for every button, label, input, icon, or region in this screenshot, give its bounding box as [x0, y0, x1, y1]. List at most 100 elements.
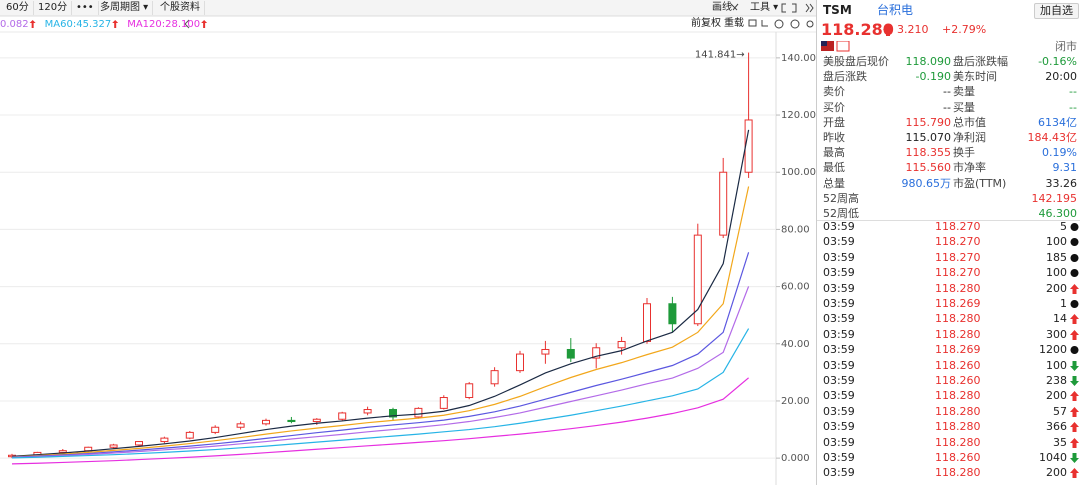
candle-body [109, 444, 118, 448]
zoom-in-icon[interactable] [774, 19, 784, 29]
toolbar-button[interactable]: 120分 [34, 1, 73, 15]
trade-time: 03:59 [823, 420, 855, 434]
draw-icon[interactable] [730, 3, 739, 11]
quote-label: 52周高 [823, 191, 859, 205]
quote-value: -0.190 [915, 70, 951, 84]
candle-body [262, 419, 270, 425]
collapse-icon[interactable] [184, 19, 190, 29]
trade-time: 03:59 [823, 281, 855, 295]
trade-time: 03:59 [823, 389, 855, 403]
candle-body [363, 409, 372, 414]
more-icon[interactable] [805, 3, 814, 13]
candle-body [287, 419, 296, 423]
trade-time: 03:59 [823, 266, 855, 280]
trade-direction [1070, 422, 1079, 433]
trade-time: 03:59 [823, 435, 855, 449]
trade-direction [1070, 437, 1079, 448]
trade-volume: 35 [1053, 435, 1067, 449]
trade-direction [1070, 223, 1079, 231]
quote-label: 美东时间 [953, 70, 997, 84]
toolbar-button[interactable]: 个股资料 [156, 1, 205, 15]
zoom-out-icon[interactable] [790, 19, 800, 29]
trade-direction [1070, 269, 1079, 278]
quote-label: 换手 [953, 146, 975, 160]
candle-body [465, 383, 474, 399]
quote-value: 118.090 [905, 55, 952, 68]
quote-label: 总量 [823, 176, 845, 190]
quote-value: -- [943, 85, 951, 99]
trade-time: 03:59 [823, 250, 855, 264]
legend-arrow [29, 20, 36, 28]
quote-value: 115.070 [905, 131, 952, 144]
trade-price: 118.260 [935, 374, 981, 387]
trade-price: 118.270 [935, 235, 981, 249]
trade-price: 118.280 [935, 281, 981, 295]
quote-value: 118.355 [905, 146, 952, 160]
quote-value: 20:00 [1045, 70, 1077, 84]
max-annotation: 141.841→ [695, 50, 745, 61]
y-tick-label: 120.00 [781, 110, 816, 121]
undo-icon[interactable] [761, 20, 768, 27]
quote-label: 美股盘后现价 [823, 55, 889, 68]
quote-label: 盘后涨跌幅 [953, 55, 1008, 68]
trade-time: 03:59 [823, 297, 855, 310]
quote-value: 115.790 [905, 115, 952, 129]
quote-value: 980.65万 [901, 176, 952, 190]
trade-time: 03:59 [823, 235, 855, 249]
quote-label: 昨收 [823, 131, 845, 144]
toolbar-button[interactable]: ••• [72, 1, 99, 15]
trade-price: 118.260 [935, 451, 981, 464]
lock-icon[interactable] [748, 19, 757, 27]
trade-volume: 1200 [1039, 343, 1067, 357]
toolbar-button[interactable]: 前复权 [691, 18, 721, 29]
toolbar-icons[interactable] [730, 3, 814, 29]
ma-line [11, 328, 750, 459]
quote-label: 买量 [953, 100, 975, 114]
trade-volume: 100 [1046, 266, 1067, 280]
trade-time: 03:59 [823, 343, 855, 357]
trade-direction [1070, 329, 1079, 340]
quote-label: 最高 [823, 146, 845, 160]
settings-icon[interactable] [806, 20, 814, 28]
quote-value: -0.16% [1038, 55, 1077, 68]
legend-label: MA120:28.100 [127, 19, 200, 30]
toolbar-button[interactable]: 60分 [2, 1, 34, 15]
trade-price: 118.280 [935, 420, 981, 434]
trade-time: 03:59 [823, 451, 855, 464]
last-price: 118.280 [821, 20, 894, 39]
quote-label: 卖量 [953, 85, 975, 99]
toolbar-button[interactable]: 画线 [712, 2, 732, 13]
trade-volume: 185 [1046, 250, 1067, 264]
candle-body [643, 303, 651, 342]
candle-body [566, 348, 575, 359]
toolbar-button[interactable]: 重载 [724, 18, 744, 29]
candle-body [338, 412, 347, 420]
trade-price: 118.280 [935, 435, 981, 449]
trade-price: 118.280 [935, 312, 981, 326]
toolbar-button[interactable]: 多周期图 ▾ [96, 1, 154, 15]
quote-label: 最低 [823, 161, 845, 175]
candle-body [516, 353, 524, 372]
trade-direction [1070, 406, 1079, 417]
legend-arrow [201, 20, 208, 28]
trade-price: 118.269 [935, 297, 981, 310]
trade-price: 118.270 [935, 250, 981, 264]
quote-value: 115.560 [905, 161, 952, 175]
fullscreen-icon[interactable] [781, 3, 797, 13]
quote-label: 52周低 [823, 207, 859, 220]
candle-body [58, 450, 67, 453]
candle-body [668, 303, 677, 325]
watch-button[interactable]: 加自选 [1034, 3, 1079, 19]
quote-label: 卖价 [823, 85, 845, 99]
quote-value: 9.31 [1052, 161, 1078, 175]
divider [817, 220, 1080, 221]
stock-name[interactable]: 台积电 [877, 3, 914, 17]
change-pct: +2.79% [942, 23, 987, 36]
trade-price: 118.260 [935, 358, 981, 372]
toolbar-button[interactable]: 工具 ▾ [750, 2, 779, 13]
candle-body [744, 119, 753, 173]
quote-panel: TSM 台积电 加自选 118.280 3.210 +2.79% 闭市 美股盘后… [816, 0, 1080, 485]
y-tick-label: 100.00 [781, 167, 816, 178]
candle-body [617, 340, 626, 349]
quote-value: 33.26 [1045, 176, 1078, 190]
